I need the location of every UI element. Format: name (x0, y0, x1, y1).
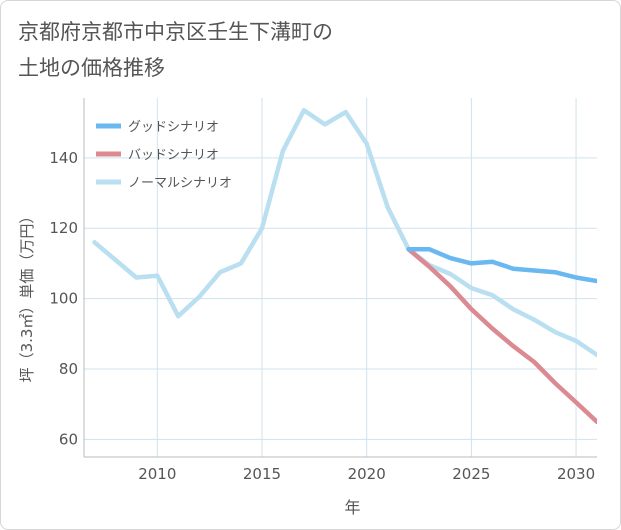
series-line-2 (92, 108, 597, 358)
x-tick-label: 2030 (557, 465, 595, 483)
y-tick-label: 100 (49, 290, 78, 308)
x-tick-label: 2025 (452, 465, 490, 483)
page-title-line-2: 土地の価格推移 (18, 56, 165, 80)
series-line-0 (406, 247, 597, 284)
legend-label: バッドシナリオ (128, 148, 219, 163)
y-tick-label: 120 (49, 219, 78, 237)
x-tick-label: 2015 (243, 465, 281, 483)
x-tick-label: 2010 (138, 465, 176, 483)
page-title: 京都府京都市中京区壬生下溝町の 土地の価格推移 (18, 14, 333, 86)
legend-label: ノーマルシナリオ (128, 176, 232, 191)
page-title-line-1: 京都府京都市中京区壬生下溝町の (18, 20, 333, 44)
y-tick-label: 60 (59, 430, 78, 448)
series-line-1 (406, 247, 597, 425)
x-tick-label: 2020 (348, 465, 386, 483)
x-axis-title: 年 (344, 498, 360, 517)
y-tick-label: 140 (49, 149, 78, 167)
y-axis-title: 坪（3.3㎡）単価（万円） (18, 209, 36, 383)
y-tick-label: 80 (59, 360, 78, 378)
legend-label: グッドシナリオ (128, 120, 219, 135)
